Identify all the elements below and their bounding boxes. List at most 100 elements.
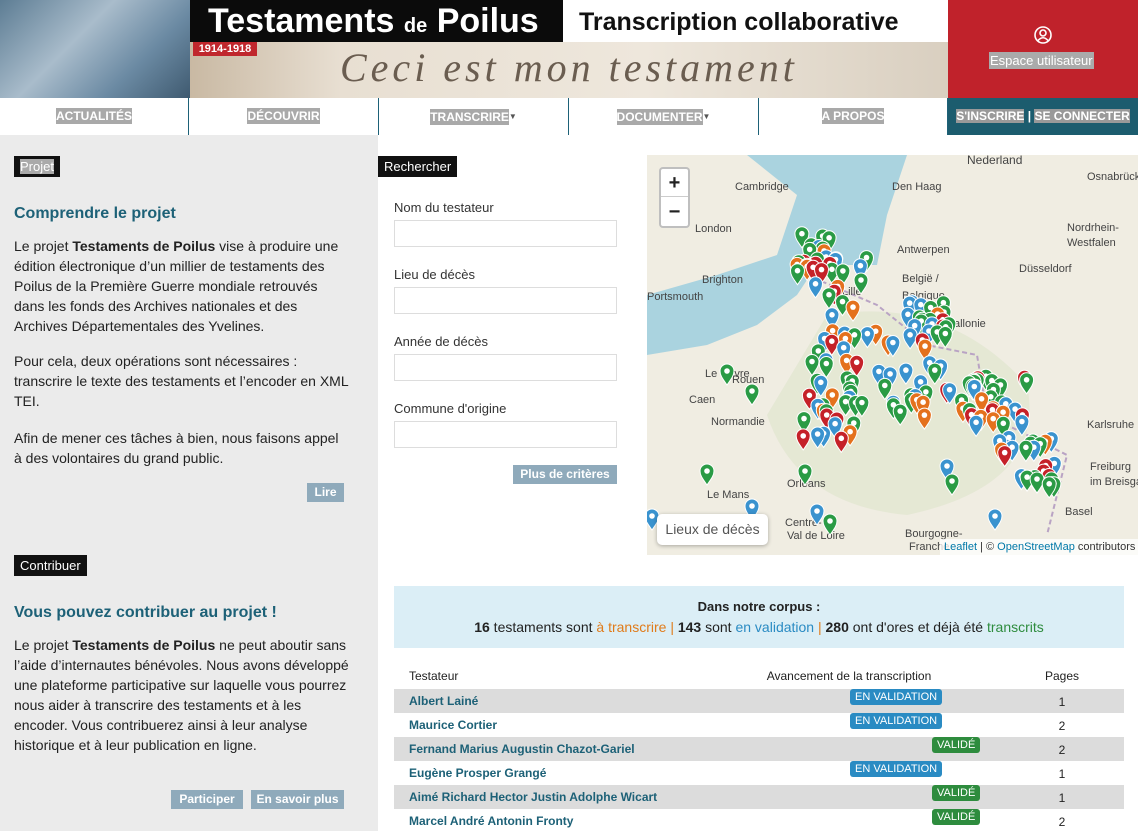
- user-icon[interactable]: [1033, 25, 1053, 45]
- marker-dot: [978, 396, 985, 402]
- map-marker[interactable]: [809, 503, 825, 526]
- map-marker[interactable]: [885, 335, 901, 358]
- login[interactable]: SE CONNECTER: [1034, 109, 1130, 123]
- map-marker[interactable]: [849, 354, 865, 378]
- map-marker[interactable]: [898, 362, 914, 385]
- status-badge: VALIDÉ: [932, 785, 981, 801]
- map-marker[interactable]: [916, 407, 932, 430]
- marker-pin: [833, 430, 849, 454]
- table-row[interactable]: Maurice Cortier EN VALIDATION 2: [394, 713, 1124, 737]
- nav-item[interactable]: ACTUALITÉS: [0, 98, 189, 135]
- participate-button[interactable]: Participer: [171, 790, 243, 809]
- dropdown-caret: ▼: [702, 112, 711, 121]
- map-marker[interactable]: [917, 338, 933, 361]
- attribution: Leaflet | © OpenStreetMap contributors: [940, 539, 1138, 555]
- field-label: Lieu de décès: [394, 267, 475, 282]
- nav-item[interactable]: A PROPOS: [759, 98, 948, 135]
- corpus-line: 16 testaments sont à transcrire | 143 so…: [394, 619, 1124, 635]
- map-marker[interactable]: [985, 411, 1001, 434]
- more-button[interactable]: En savoir plus: [251, 790, 344, 809]
- map-marker[interactable]: [877, 377, 893, 401]
- marker-dot: [973, 419, 979, 426]
- nav-label: TRANSCRIRE: [430, 109, 509, 125]
- map-marker[interactable]: [833, 430, 849, 454]
- page-count: 1: [1058, 695, 1066, 709]
- read-button[interactable]: Lire: [307, 483, 344, 502]
- map-marker[interactable]: [813, 374, 829, 398]
- map-marker[interactable]: [795, 428, 811, 451]
- map-marker[interactable]: [1019, 372, 1035, 395]
- marker-pin: [853, 272, 869, 295]
- table-header: Avancement de la transcription: [766, 669, 932, 683]
- map-marker[interactable]: [744, 383, 760, 406]
- table-row[interactable]: Marcel André Antonin Fronty VALIDÉ 2: [394, 809, 1124, 833]
- map-marker[interactable]: [824, 307, 840, 330]
- map-marker[interactable]: [804, 354, 820, 377]
- nav-item[interactable]: TRANSCRIRE▼: [379, 98, 569, 135]
- marker-dot: [829, 327, 836, 334]
- map-marker[interactable]: [853, 272, 869, 295]
- map-marker[interactable]: [892, 403, 908, 426]
- marker-pin: [821, 287, 837, 310]
- signup[interactable]: S'INSCRIRE: [956, 109, 1025, 123]
- table-header: Testateur: [409, 669, 459, 683]
- corpus-text: transcrits: [986, 619, 1044, 635]
- marker-pin: [849, 354, 865, 378]
- map-marker[interactable]: [1018, 439, 1034, 463]
- nav-item[interactable]: DOCUMENTER▼: [569, 98, 759, 135]
- table-row[interactable]: Eugène Prosper Grangé EN VALIDATION 1: [394, 761, 1124, 785]
- map-marker[interactable]: [818, 356, 834, 379]
- table-row[interactable]: Albert Lainé EN VALIDATION 1: [394, 689, 1124, 713]
- criteria-button[interactable]: Plus de critères: [513, 465, 617, 484]
- text-input[interactable]: [394, 421, 617, 448]
- nav-label: A PROPOS: [821, 108, 885, 124]
- map-marker[interactable]: [699, 463, 715, 486]
- map-marker[interactable]: [942, 382, 958, 405]
- corpus-text: 143: [677, 619, 702, 635]
- nav-item[interactable]: DÉCOUVRIR: [189, 98, 379, 135]
- zoom-out[interactable]: −: [668, 201, 681, 223]
- table-row[interactable]: Fernand Marius Augustin Chazot-Gariel VAL…: [394, 737, 1124, 761]
- map-marker[interactable]: [821, 287, 837, 310]
- map-marker[interactable]: [968, 414, 984, 438]
- map-marker[interactable]: [1014, 414, 1030, 437]
- text-input[interactable]: [394, 354, 617, 381]
- marker-pin: [797, 463, 813, 486]
- marker-dot: [829, 266, 835, 273]
- map-marker[interactable]: [987, 508, 1003, 531]
- map-marker[interactable]: [944, 473, 960, 496]
- map-marker[interactable]: [854, 395, 870, 418]
- marker-pin: [997, 445, 1013, 468]
- map-marker[interactable]: [789, 263, 806, 286]
- marker-dot: [815, 348, 822, 354]
- user-link[interactable]: Espace utilisateur: [989, 52, 1094, 69]
- marker-dot: [801, 415, 807, 422]
- map[interactable]: Nederland Cambridge Osnabrück Den Haag Londo…: [647, 155, 1138, 555]
- map-marker[interactable]: [807, 276, 824, 299]
- zoom-in[interactable]: +: [661, 169, 688, 197]
- testator-name: Eugène Prosper Grangé: [409, 766, 547, 780]
- map-marker[interactable]: [859, 326, 875, 349]
- testator-name: Maurice Cortier: [409, 718, 498, 732]
- map-marker[interactable]: [822, 513, 838, 536]
- place-label: im Breisgau: [1090, 476, 1138, 488]
- corpus-text: |: [666, 619, 678, 635]
- map-marker[interactable]: [797, 463, 813, 486]
- map-marker[interactable]: [927, 362, 943, 385]
- map-marker[interactable]: [845, 299, 861, 322]
- map-marker[interactable]: [719, 363, 735, 386]
- map-marker[interactable]: [997, 445, 1013, 468]
- text-input[interactable]: [394, 220, 617, 247]
- place-label: Westfalen: [1067, 237, 1116, 249]
- text-input[interactable]: [394, 287, 617, 314]
- marker-dot: [989, 377, 995, 384]
- map-marker[interactable]: [1041, 476, 1057, 499]
- corpus-text: testaments sont: [489, 619, 597, 635]
- nav-separator: |: [1027, 109, 1032, 123]
- table-row[interactable]: Aimé Richard Hector Justin Adolphe Wicar…: [394, 785, 1124, 809]
- map-marker[interactable]: [937, 326, 953, 349]
- place-label: Portsmouth: [647, 291, 703, 303]
- map-marker[interactable]: [810, 426, 826, 449]
- map-marker[interactable]: [796, 411, 812, 434]
